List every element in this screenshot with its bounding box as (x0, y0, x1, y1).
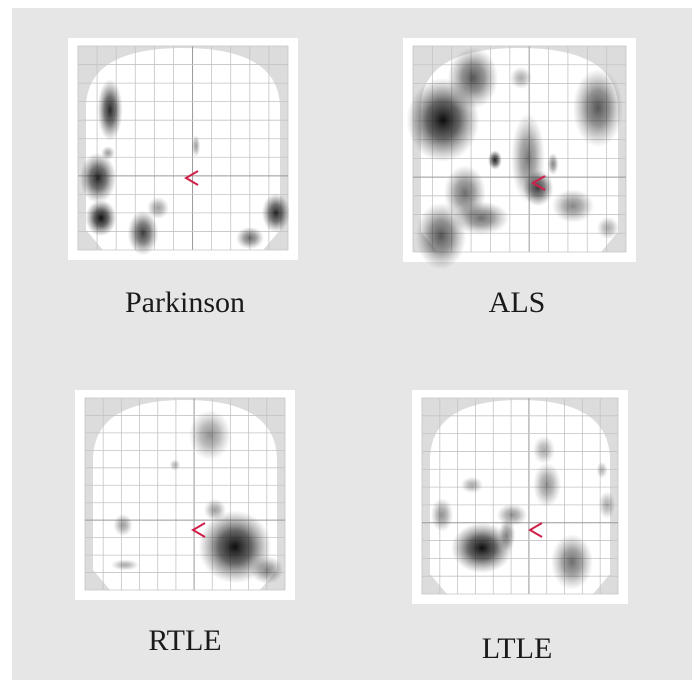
activation-blob (431, 498, 453, 532)
activation-blob (573, 69, 623, 147)
activation-blob (547, 153, 558, 175)
panel-label: LTLE (482, 632, 553, 665)
activation-blob (523, 170, 554, 206)
activation-blob (192, 135, 200, 157)
brain-panel (403, 38, 636, 270)
activation-blob (86, 200, 117, 236)
activation-blob (510, 67, 532, 89)
activation-blob (552, 189, 594, 223)
page: Parkinson ALS RTLE LTLE (() => { const d… (0, 0, 692, 680)
activation-blob (488, 150, 502, 170)
activation-blob (599, 491, 616, 519)
panel-label: RTLE (148, 624, 221, 657)
brain-panel (412, 390, 628, 604)
activation-blob (596, 462, 607, 479)
panel-label: ALS (489, 286, 546, 319)
activation-blob (204, 499, 226, 521)
activation-blob (533, 463, 561, 508)
activation-blob (533, 436, 555, 464)
activation-blob (461, 477, 483, 494)
activation-blob (101, 146, 115, 160)
activation-blob (111, 559, 139, 570)
activation-blob (250, 556, 284, 584)
activation-blob (189, 410, 231, 460)
activation-blob (597, 217, 619, 239)
activation-blob (97, 79, 122, 141)
activation-blob (147, 197, 169, 219)
brain-panel (75, 390, 295, 600)
activation-blob (448, 47, 498, 109)
figure: Parkinson ALS RTLE LTLE (0, 0, 692, 680)
activation-blob (236, 227, 264, 249)
activation-blob (416, 202, 466, 269)
panel-label: Parkinson (125, 286, 245, 319)
activation-blob (80, 153, 116, 203)
activation-blob (113, 514, 133, 536)
brain-panel (68, 38, 298, 260)
activation-blob (169, 459, 180, 470)
activation-blob (499, 518, 516, 552)
activation-blob (551, 534, 593, 590)
activation-blob (262, 193, 290, 232)
